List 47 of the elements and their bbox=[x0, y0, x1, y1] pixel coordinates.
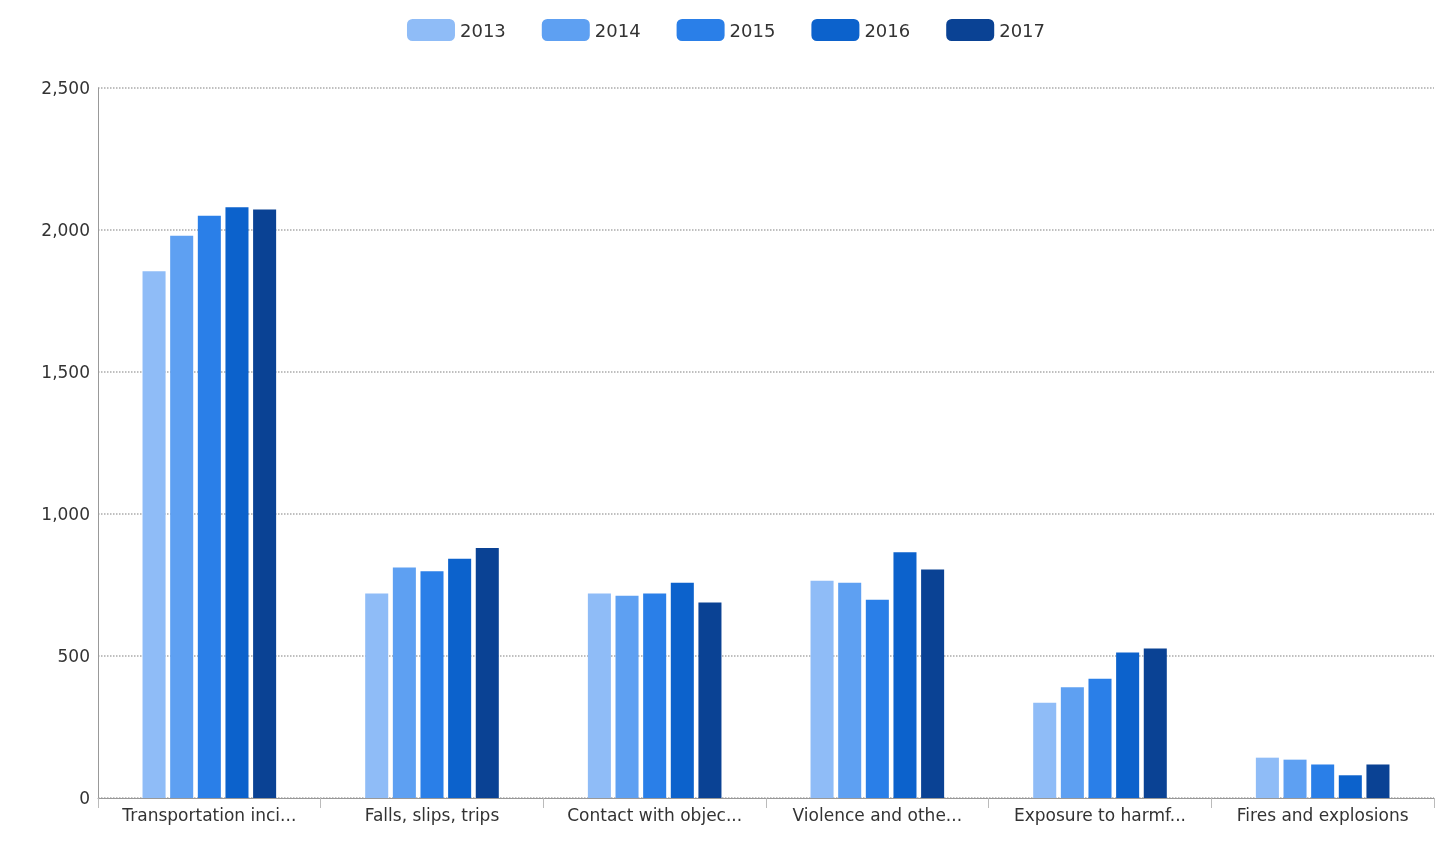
legend-label: 2016 bbox=[864, 19, 911, 41]
y-tick-label: 1,000 bbox=[41, 504, 90, 524]
bar bbox=[893, 552, 917, 798]
bar bbox=[670, 582, 694, 798]
x-tick-label: Contact with objec... bbox=[567, 804, 743, 825]
y-tick-label: 500 bbox=[57, 646, 90, 666]
bar bbox=[225, 207, 249, 798]
bar bbox=[1338, 775, 1362, 798]
bar bbox=[420, 571, 444, 798]
y-tick-label: 2,000 bbox=[41, 220, 90, 240]
bar bbox=[810, 580, 834, 798]
bar bbox=[643, 593, 667, 798]
bar bbox=[1143, 648, 1167, 798]
bar bbox=[197, 215, 221, 798]
bar bbox=[698, 602, 722, 798]
legend-label: 2015 bbox=[729, 19, 776, 41]
bar bbox=[170, 235, 194, 798]
bar bbox=[142, 271, 166, 798]
y-tick-label: 1,500 bbox=[41, 362, 90, 382]
y-tick-label: 0 bbox=[79, 788, 90, 808]
bar bbox=[1311, 764, 1335, 798]
bar bbox=[1033, 702, 1057, 798]
bar bbox=[1060, 687, 1084, 798]
legend-label: 2014 bbox=[594, 19, 641, 41]
legend-label: 2017 bbox=[999, 19, 1046, 41]
bar bbox=[615, 595, 639, 798]
x-tick-label: Transportation inci... bbox=[121, 804, 297, 825]
bar bbox=[1116, 652, 1140, 798]
bar bbox=[1088, 678, 1112, 798]
bar bbox=[587, 593, 611, 798]
bar bbox=[392, 567, 416, 798]
bar bbox=[1366, 764, 1390, 798]
x-tick-label: Fires and explosions bbox=[1236, 804, 1409, 825]
bar bbox=[1283, 759, 1307, 798]
legend-label: 2013 bbox=[459, 19, 506, 41]
bar bbox=[838, 582, 862, 798]
x-tick-label: Violence and othe... bbox=[792, 804, 963, 825]
bar bbox=[921, 569, 945, 798]
bar bbox=[365, 593, 389, 798]
bar bbox=[865, 599, 889, 798]
x-tick-label: Falls, slips, trips bbox=[364, 804, 500, 825]
bar bbox=[1255, 757, 1279, 798]
bar bbox=[253, 209, 277, 798]
bar bbox=[448, 558, 472, 798]
bar bbox=[475, 548, 499, 798]
y-tick-label: 2,500 bbox=[41, 78, 90, 98]
x-tick-label: Exposure to harmf... bbox=[1014, 804, 1186, 825]
